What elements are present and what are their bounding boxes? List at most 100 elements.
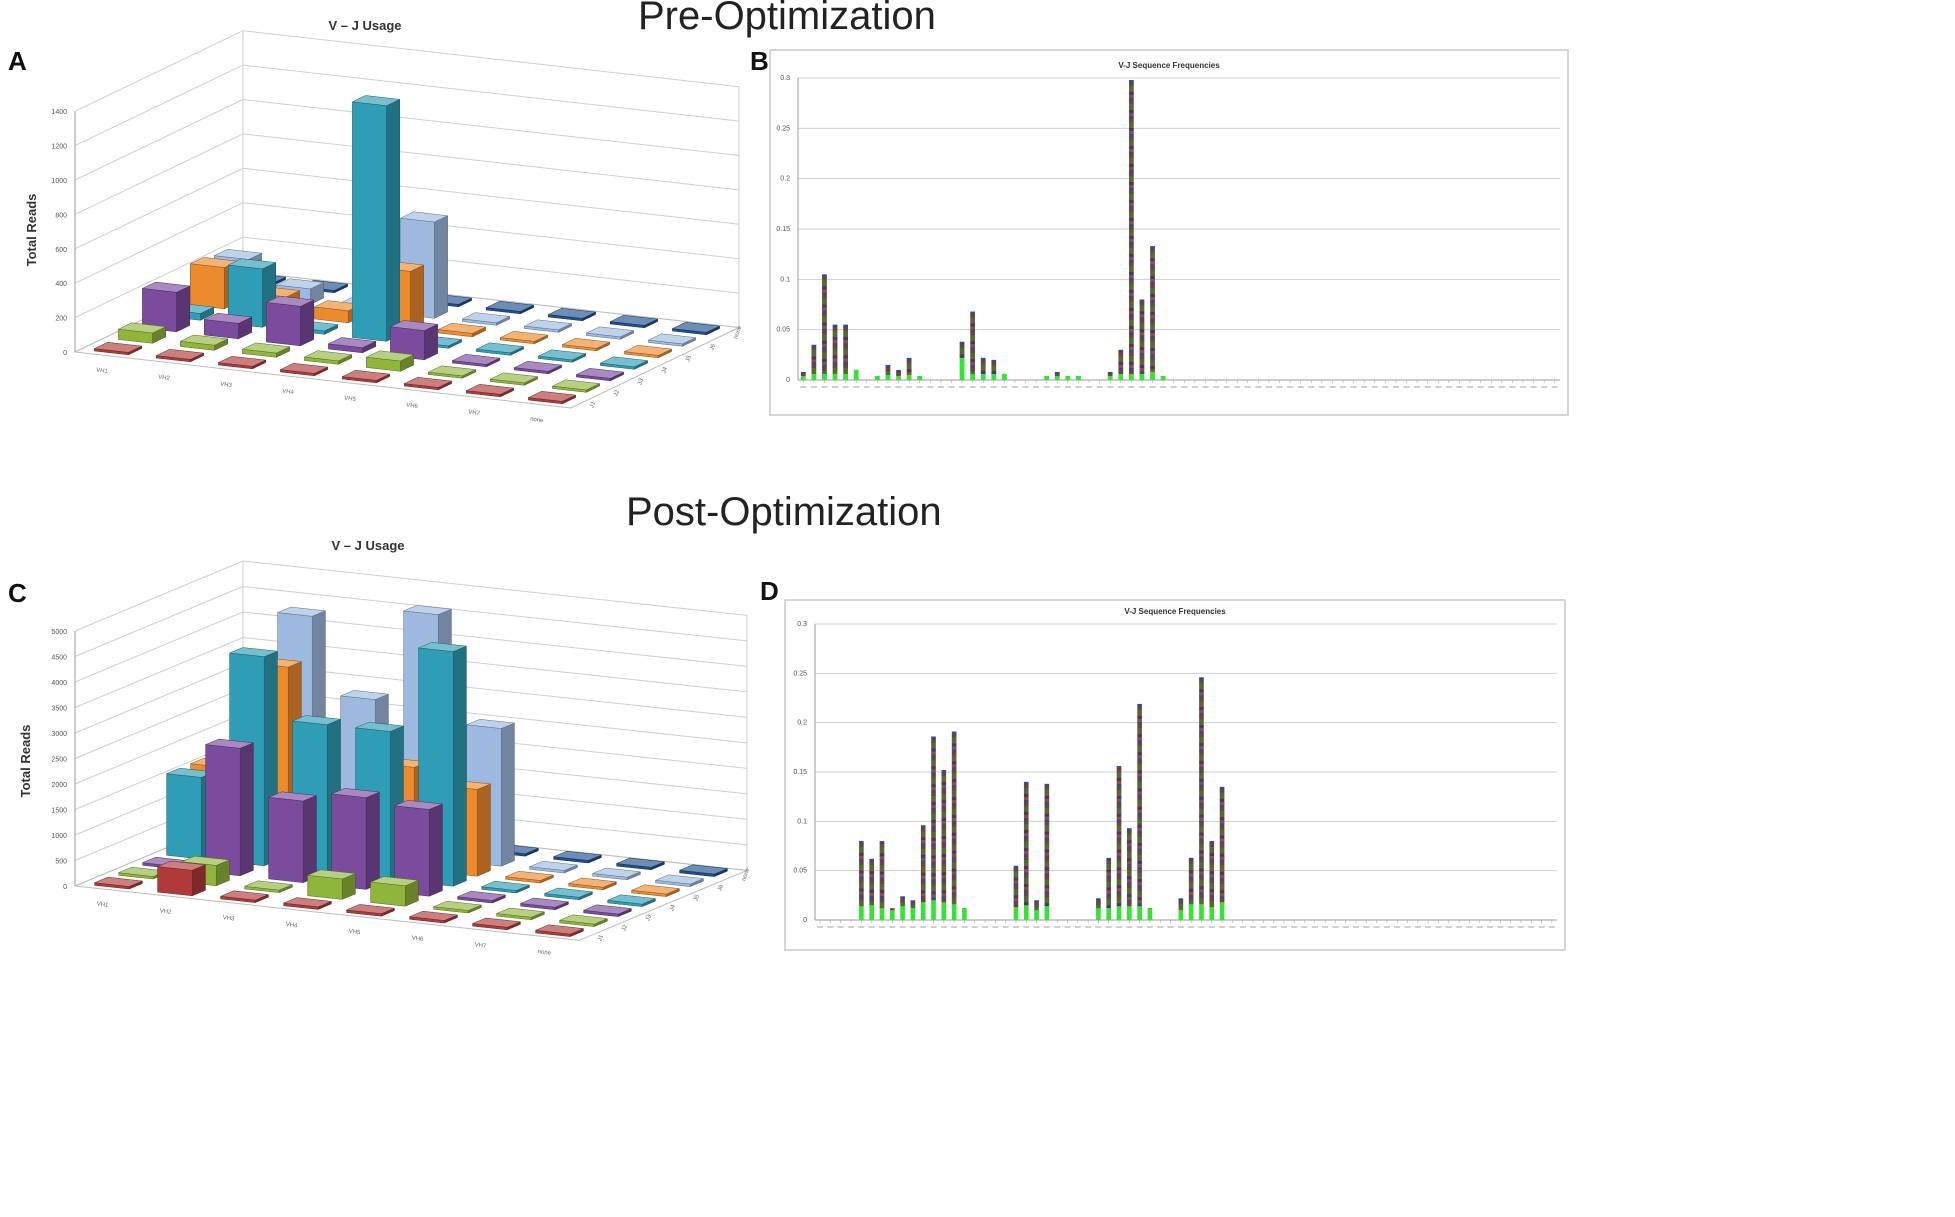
stacked-bar: [1001, 373, 1007, 380]
bar-segment: [1128, 190, 1134, 195]
bar-segment: [1219, 865, 1225, 870]
stacked-bar: [859, 841, 864, 920]
bar-segment: [951, 838, 957, 842]
bar-base-segment: [822, 373, 827, 380]
bar-segment: [931, 825, 936, 830]
bar-segment: [1199, 751, 1204, 756]
bar-segment: [811, 359, 817, 363]
bar-segment: [959, 354, 965, 359]
stacked-bar: [1023, 781, 1029, 920]
bar-base-segment: [941, 902, 947, 920]
bar-segment: [951, 832, 957, 837]
bar-segment: [1096, 904, 1101, 909]
bar-VH6-J2: [433, 900, 482, 914]
bar-segment: [1127, 843, 1132, 847]
bar-segment: [859, 861, 864, 866]
bar-segment: [869, 902, 874, 906]
bar-segment: [811, 368, 817, 372]
y-tick-label: 0.05: [793, 868, 807, 875]
bar-segment: [910, 900, 916, 904]
bar-VH6-J1: [403, 377, 453, 391]
bar-segment: [1199, 686, 1204, 690]
bar-segment: [1219, 899, 1225, 903]
bar-segment: [1199, 680, 1204, 684]
bar-segment: [900, 896, 905, 900]
bar-segment: [1150, 285, 1155, 289]
bar-segment: [822, 337, 827, 342]
bar-VH4-J2: [303, 350, 353, 365]
bar-segment: [1023, 820, 1029, 825]
x-category-label: [1149, 386, 1156, 388]
bar-segment: [1139, 329, 1145, 333]
bar-segment: [1209, 844, 1215, 848]
bar-VH7-J2: [496, 907, 545, 921]
bar-top-face: [592, 867, 641, 878]
bar-segment: [951, 779, 957, 783]
bar-side-face: [386, 99, 400, 342]
bar-segment: [970, 335, 976, 339]
x-category-label: [1146, 926, 1153, 928]
bar-VH7-J4: [537, 349, 587, 363]
bar-segment: [941, 872, 947, 876]
bar-segment: [1137, 860, 1142, 865]
bar-segment: [931, 742, 936, 746]
bar-segment: [1209, 865, 1215, 869]
bar-segment: [1128, 202, 1134, 207]
bar-segment: [800, 371, 806, 375]
panel-letter-c: C: [8, 578, 27, 608]
bar-segment: [1139, 368, 1145, 372]
bar-segment: [1128, 208, 1134, 213]
bar-segment: [1116, 825, 1122, 829]
bar-segment: [991, 368, 997, 372]
bar-base-segment: [1209, 907, 1215, 920]
bar-segment: [951, 737, 957, 741]
x-category-label: [1255, 386, 1262, 388]
back-gridline: [242, 133, 740, 191]
back-gridline: [242, 637, 748, 693]
x-category-label: VH2: [159, 908, 172, 916]
bar-VH5-J1: [341, 370, 391, 384]
bar-segment: [920, 881, 926, 885]
bar-segment: [951, 788, 957, 792]
bar-segment: [1199, 683, 1204, 687]
bar-segment: [1013, 892, 1019, 896]
y-tick-label: 600: [55, 247, 67, 254]
bar-segment: [941, 794, 947, 798]
bar-top-face: [655, 874, 704, 885]
y-axis-label: Total Reads: [18, 725, 33, 798]
bar-segment: [931, 873, 936, 877]
bar-segment: [1128, 137, 1134, 141]
bar-segment: [1128, 89, 1134, 93]
bar-segment: [1199, 784, 1204, 789]
bar-segment: [1137, 725, 1142, 729]
bar-segment: [941, 812, 947, 816]
bar-segment: [1128, 298, 1134, 303]
bar-segment: [1023, 866, 1029, 870]
bar-side-face: [434, 215, 448, 319]
bar-segment: [896, 369, 901, 374]
x-category-label: [1188, 926, 1195, 928]
bar-base-segment: [853, 369, 859, 380]
bar-segment: [1128, 328, 1134, 333]
bar-segment: [1116, 834, 1122, 838]
bar-segment: [970, 359, 976, 363]
bar-front-face: [268, 797, 304, 883]
bar-segment: [811, 356, 817, 360]
bar-segment: [832, 364, 838, 369]
bar-segment: [1209, 868, 1215, 872]
bar-segment: [1044, 810, 1050, 814]
bar-segment: [1139, 332, 1145, 336]
x-category-label: [1213, 386, 1220, 388]
bar-segment: [859, 885, 864, 889]
bar-segment: [1137, 785, 1142, 789]
bar-segment: [1044, 897, 1050, 901]
chart-frame: [769, 49, 1569, 416]
bar-segment: [1150, 306, 1155, 310]
bar-top-face: [457, 890, 506, 901]
bar-segment: [1044, 885, 1050, 889]
x-category-label: [853, 386, 860, 388]
bar-segment: [991, 362, 997, 366]
stacked-bar: [1128, 80, 1134, 380]
y-tick-label: 5000: [51, 629, 67, 636]
bar-top-face: [307, 869, 356, 880]
